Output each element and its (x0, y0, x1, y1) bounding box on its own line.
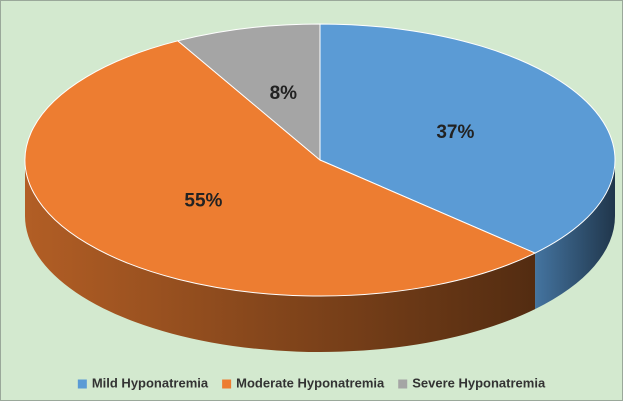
data-label: 55% (184, 191, 222, 212)
legend-swatch (398, 379, 408, 389)
data-label: 8% (270, 83, 298, 104)
legend-swatch (222, 379, 232, 389)
legend-label: Severe Hyponatremia (412, 375, 546, 390)
slice (319, 23, 616, 254)
slice (24, 40, 537, 297)
legend-label: Mild Hyponatremia (92, 375, 209, 390)
legend-swatch (77, 379, 87, 389)
data-label: 37% (436, 122, 474, 143)
slice (176, 23, 321, 162)
legend-label: Moderate Hyponatremia (236, 375, 385, 390)
slice-side (25, 160, 536, 352)
slice-side (535, 160, 615, 310)
